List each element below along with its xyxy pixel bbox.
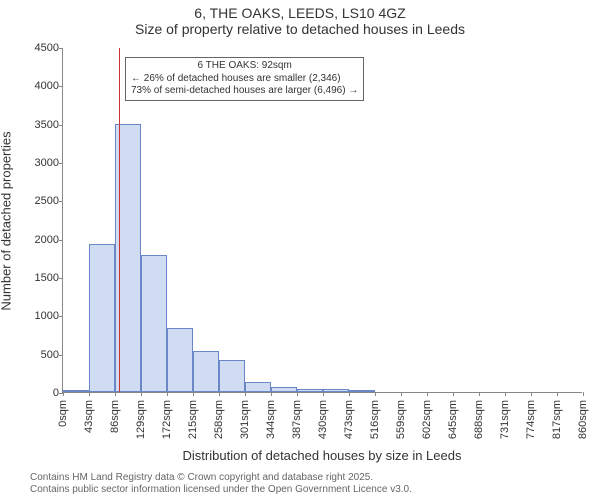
- chart-area: Number of detached properties 0500100015…: [62, 48, 582, 393]
- chart-title-block: 6, THE OAKS, LEEDS, LS10 4GZ Size of pro…: [0, 0, 600, 37]
- y-tick-label: 4500: [21, 42, 59, 54]
- x-tick-mark: [271, 392, 272, 396]
- x-tick-mark: [219, 392, 220, 396]
- y-tick-mark: [59, 316, 63, 317]
- x-tick-mark: [375, 392, 376, 396]
- x-tick-label: 817sqm: [551, 400, 563, 439]
- x-tick-label: 215sqm: [187, 400, 199, 439]
- histogram-bar: [349, 390, 375, 392]
- x-tick-label: 688sqm: [473, 400, 485, 439]
- histogram-bar: [141, 255, 167, 392]
- x-tick-label: 731sqm: [499, 400, 511, 439]
- x-axis-label: Distribution of detached houses by size …: [183, 448, 462, 463]
- x-tick-mark: [297, 392, 298, 396]
- x-tick-label: 387sqm: [291, 400, 303, 439]
- x-tick-mark: [349, 392, 350, 396]
- x-tick-label: 860sqm: [577, 400, 589, 439]
- x-tick-mark: [505, 392, 506, 396]
- annotation-line2: 73% of semi-detached houses are larger (…: [131, 85, 358, 98]
- histogram-bar: [63, 390, 89, 392]
- title-line1: 6, THE OAKS, LEEDS, LS10 4GZ: [0, 5, 600, 21]
- x-tick-label: 258sqm: [213, 400, 225, 439]
- y-tick-mark: [59, 201, 63, 202]
- histogram-bar: [271, 387, 297, 392]
- x-tick-mark: [323, 392, 324, 396]
- plot-region: 0500100015002000250030003500400045000sqm…: [62, 48, 582, 393]
- histogram-bar: [323, 389, 349, 392]
- y-tick-mark: [59, 240, 63, 241]
- y-tick-mark: [59, 355, 63, 356]
- x-tick-label: 559sqm: [395, 400, 407, 439]
- x-tick-label: 129sqm: [135, 400, 147, 439]
- annotation-box: 6 THE OAKS: 92sqm← 26% of detached house…: [125, 57, 364, 101]
- annotation-line1: ← 26% of detached houses are smaller (2,…: [131, 73, 358, 86]
- x-tick-label: 516sqm: [369, 400, 381, 439]
- x-tick-mark: [193, 392, 194, 396]
- x-tick-label: 172sqm: [161, 400, 173, 439]
- x-tick-label: 473sqm: [343, 400, 355, 439]
- property-marker-line: [119, 48, 120, 392]
- y-tick-mark: [59, 86, 63, 87]
- footer-attribution: Contains HM Land Registry data © Crown c…: [30, 472, 412, 496]
- y-tick-mark: [59, 278, 63, 279]
- y-tick-mark: [59, 48, 63, 49]
- y-tick-label: 0: [21, 387, 59, 399]
- x-tick-mark: [531, 392, 532, 396]
- x-tick-mark: [557, 392, 558, 396]
- title-line2: Size of property relative to detached ho…: [0, 21, 600, 37]
- histogram-bar: [193, 351, 219, 392]
- y-axis-label: Number of detached properties: [0, 131, 14, 310]
- x-tick-mark: [115, 392, 116, 396]
- x-tick-label: 344sqm: [265, 400, 277, 439]
- y-tick-label: 2000: [21, 234, 59, 246]
- x-tick-mark: [453, 392, 454, 396]
- annotation-title: 6 THE OAKS: 92sqm: [131, 60, 358, 73]
- y-tick-label: 3000: [21, 157, 59, 169]
- footer-line1: Contains HM Land Registry data © Crown c…: [30, 472, 412, 484]
- x-tick-mark: [479, 392, 480, 396]
- y-tick-label: 3500: [21, 119, 59, 131]
- x-tick-label: 301sqm: [239, 400, 251, 439]
- x-tick-mark: [401, 392, 402, 396]
- x-tick-mark: [583, 392, 584, 396]
- x-tick-label: 43sqm: [83, 400, 95, 433]
- footer-line2: Contains public sector information licen…: [30, 484, 412, 496]
- x-tick-mark: [427, 392, 428, 396]
- x-tick-mark: [167, 392, 168, 396]
- histogram-bar: [297, 389, 323, 392]
- x-tick-mark: [89, 392, 90, 396]
- y-tick-label: 1000: [21, 310, 59, 322]
- histogram-bar: [219, 360, 245, 392]
- y-tick-label: 2500: [21, 195, 59, 207]
- y-tick-mark: [59, 125, 63, 126]
- x-tick-mark: [245, 392, 246, 396]
- y-tick-label: 1500: [21, 272, 59, 284]
- x-tick-label: 645sqm: [447, 400, 459, 439]
- y-tick-mark: [59, 163, 63, 164]
- histogram-bar: [167, 328, 193, 392]
- histogram-bar: [245, 382, 271, 392]
- x-tick-label: 430sqm: [317, 400, 329, 439]
- y-tick-label: 4000: [21, 80, 59, 92]
- y-tick-label: 500: [21, 349, 59, 361]
- x-tick-label: 0sqm: [57, 400, 69, 427]
- histogram-bar: [89, 244, 115, 392]
- x-tick-label: 774sqm: [525, 400, 537, 439]
- x-tick-mark: [63, 392, 64, 396]
- x-tick-label: 86sqm: [109, 400, 121, 433]
- x-tick-label: 602sqm: [421, 400, 433, 439]
- x-tick-mark: [141, 392, 142, 396]
